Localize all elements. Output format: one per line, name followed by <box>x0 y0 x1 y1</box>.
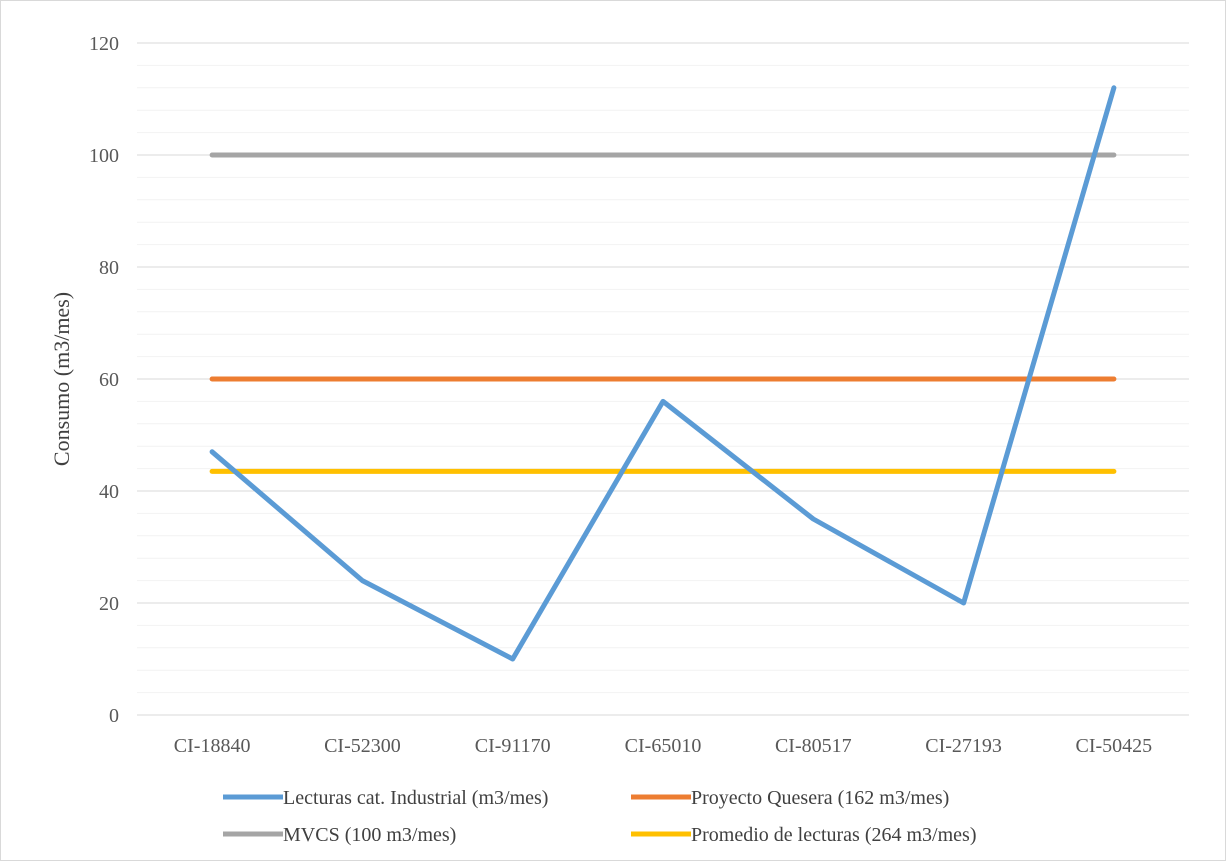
legend-label-2: MVCS (100 m3/mes) <box>283 824 456 846</box>
y-tick-label: 120 <box>89 33 119 55</box>
x-tick-label: CI-52300 <box>324 735 401 757</box>
y-axis-label: Consumo (m3/mes) <box>49 292 74 466</box>
series-lines <box>209 85 1117 662</box>
y-tick-label: 60 <box>99 369 119 391</box>
series-line-0 <box>209 85 1117 662</box>
x-axis-ticks: CI-18840 CI-52300 CI-91170 CI-65010 CI-80517… <box>174 735 1152 757</box>
x-tick-label: CI-50425 <box>1076 735 1153 757</box>
legend-label-1: Proyecto Quesera (162 m3/mes) <box>691 787 949 809</box>
y-axis-ticks: 0 20 40 60 80 100 120 <box>89 33 119 727</box>
x-tick-label: CI-80517 <box>775 735 852 757</box>
y-tick-label: 80 <box>99 257 119 279</box>
legend-label-0: Lecturas cat. Industrial (m3/mes) <box>283 787 548 809</box>
x-tick-label: CI-91170 <box>475 735 551 757</box>
x-tick-label: CI-18840 <box>174 735 251 757</box>
y-tick-label: 20 <box>99 593 119 615</box>
y-tick-label: 40 <box>99 481 119 503</box>
y-tick-label: 0 <box>109 705 119 727</box>
x-tick-label: CI-65010 <box>625 735 702 757</box>
legend: Lecturas cat. Industrial (m3/mes) Proyect… <box>223 787 977 846</box>
y-tick-label: 100 <box>89 145 119 167</box>
x-tick-label: CI-27193 <box>925 735 1002 757</box>
legend-label-3: Promedio de lecturas (264 m3/mes) <box>691 824 977 846</box>
minor-gridlines <box>137 64 1189 694</box>
